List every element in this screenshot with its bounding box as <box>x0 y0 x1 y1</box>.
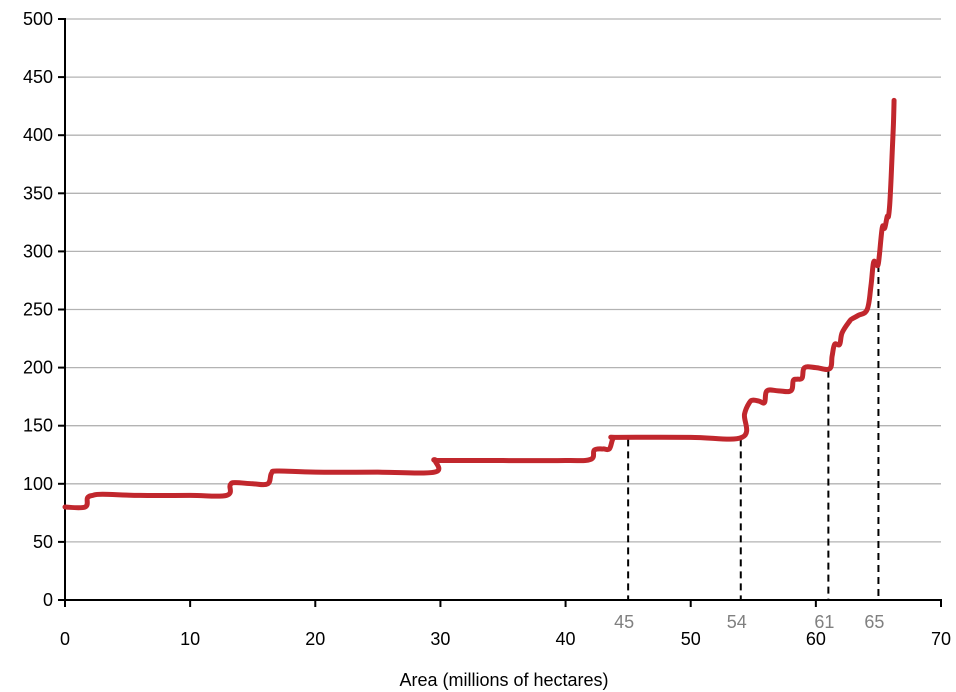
reference-label-54: 54 <box>727 612 747 632</box>
x-tick-labels: 0 10 20 30 40 50 60 70 <box>60 629 951 649</box>
y-tick-label-300: 300 <box>23 241 53 261</box>
series-group <box>62 97 897 511</box>
x-tick-label-20: 20 <box>305 629 325 649</box>
x-tick-label-30: 30 <box>430 629 450 649</box>
x-axis-title: Area (millions of hectares) <box>399 670 608 690</box>
y-tick-label-100: 100 <box>23 474 53 494</box>
x-tick-label-60: 60 <box>806 629 826 649</box>
x-tick-label-10: 10 <box>180 629 200 649</box>
y-tick-label-200: 200 <box>23 358 53 378</box>
reference-labels: 45 54 61 65 <box>614 612 884 632</box>
y-tick-label-0: 0 <box>43 590 53 610</box>
y-tick-label-50: 50 <box>33 532 53 552</box>
y-tick-label-250: 250 <box>23 300 53 320</box>
y-tick-label-350: 350 <box>23 183 53 203</box>
x-tick-label-0: 0 <box>60 629 70 649</box>
series-line <box>62 97 897 511</box>
x-tick-label-70: 70 <box>931 629 951 649</box>
reference-label-65: 65 <box>864 612 884 632</box>
y-tick-label-400: 400 <box>23 125 53 145</box>
reference-label-45: 45 <box>614 612 634 632</box>
reference-label-61: 61 <box>814 612 834 632</box>
x-tick-label-50: 50 <box>681 629 701 649</box>
x-tick-label-40: 40 <box>556 629 576 649</box>
reference-dashed-lines <box>627 265 880 600</box>
y-tick-label-150: 150 <box>23 416 53 436</box>
y-tick-labels: 0 50 100 150 200 250 300 350 400 450 500 <box>23 9 53 610</box>
gridlines <box>65 18 941 543</box>
y-tick-label-500: 500 <box>23 9 53 29</box>
y-tick-label-450: 450 <box>23 67 53 87</box>
tick-marks <box>58 18 942 607</box>
